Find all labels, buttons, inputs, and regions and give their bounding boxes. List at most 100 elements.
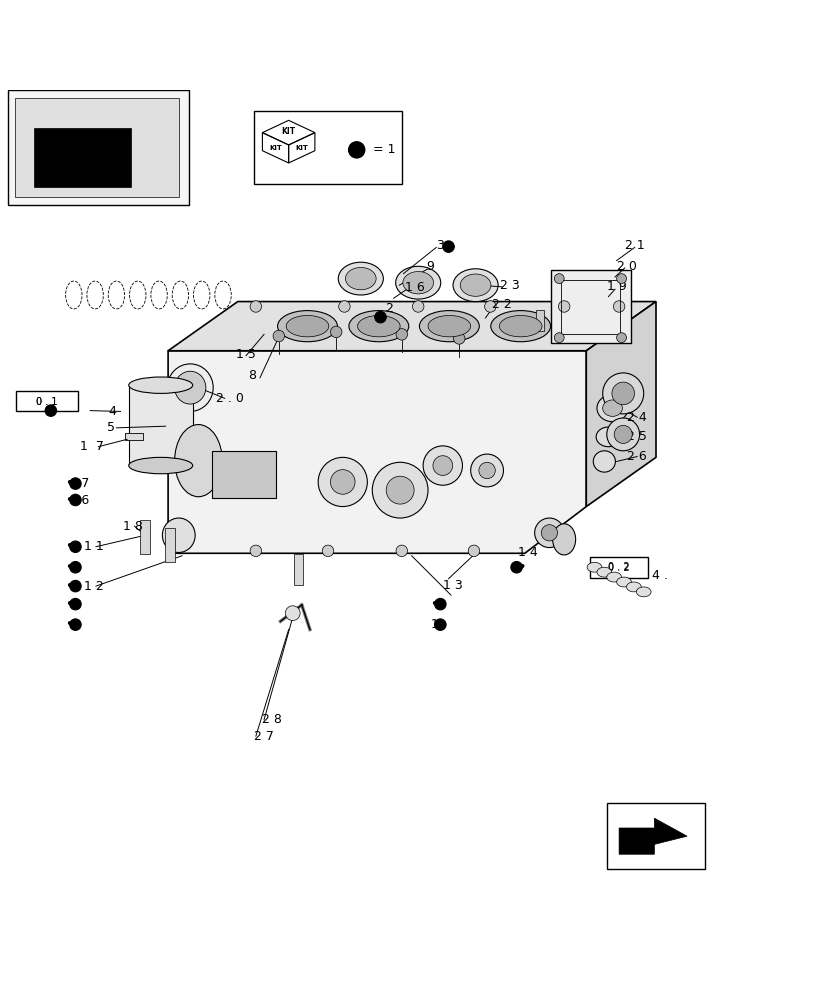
Circle shape [372,462,428,518]
Polygon shape [168,351,586,553]
Ellipse shape [602,400,622,416]
Circle shape [616,274,626,284]
Text: 2 2: 2 2 [491,298,511,311]
Circle shape [541,525,557,541]
Circle shape [558,301,569,312]
Circle shape [611,382,634,405]
Ellipse shape [167,364,213,411]
Circle shape [396,329,407,340]
Text: •: • [66,598,73,611]
Circle shape [616,333,626,343]
Ellipse shape [337,262,383,295]
Circle shape [432,456,452,475]
Ellipse shape [499,316,541,337]
Text: •: • [66,618,73,631]
Circle shape [554,333,563,343]
Text: 4: 4 [108,405,116,418]
Ellipse shape [552,524,575,555]
Circle shape [453,333,464,344]
Ellipse shape [452,269,498,302]
Bar [124,433,143,440]
Circle shape [70,619,81,630]
Ellipse shape [345,267,376,290]
Ellipse shape [595,427,620,447]
Text: 2 . 0: 2 . 0 [216,392,244,405]
Circle shape [534,518,563,548]
Circle shape [70,494,81,506]
Ellipse shape [174,425,222,497]
Ellipse shape [357,316,400,337]
Circle shape [338,301,350,312]
Ellipse shape [636,587,650,597]
Text: 0 . 1: 0 . 1 [36,397,57,407]
Circle shape [318,457,367,507]
Ellipse shape [596,395,627,422]
Ellipse shape [459,274,491,296]
Text: •: • [66,580,73,593]
Ellipse shape [162,518,195,552]
Text: 1 3: 1 3 [442,579,462,592]
Circle shape [322,545,333,557]
Text: KIT: KIT [281,127,296,136]
Circle shape [70,598,81,610]
Ellipse shape [586,562,601,572]
Bar [211,451,275,498]
Text: 2 7: 2 7 [254,730,274,743]
Bar [140,520,150,554]
Text: 1 6: 1 6 [405,281,424,294]
Text: 2 6: 2 6 [627,450,646,463]
Text: 0 . 2: 0 . 2 [608,563,629,573]
Circle shape [470,454,503,487]
Text: 2 4: 2 4 [627,411,646,424]
Ellipse shape [87,281,103,309]
Polygon shape [168,302,655,351]
Text: 1  7: 1 7 [79,440,103,453]
Ellipse shape [66,281,82,309]
Text: 4 .: 4 . [651,569,667,582]
Bar [8,90,188,205]
Text: •: • [518,561,525,574]
Ellipse shape [277,311,337,342]
Circle shape [613,301,624,312]
Bar [293,554,303,585]
Circle shape [484,301,495,312]
Bar [129,385,192,466]
Bar [560,280,619,334]
Text: 1 8: 1 8 [123,520,143,533]
Bar [590,557,647,578]
Circle shape [606,418,639,451]
Polygon shape [618,818,686,854]
Circle shape [412,301,423,312]
Circle shape [442,241,454,252]
Text: •: • [66,540,73,553]
Ellipse shape [286,316,328,337]
Ellipse shape [626,582,640,592]
Bar [165,528,174,562]
Bar [550,270,631,343]
Circle shape [70,541,81,552]
Circle shape [554,274,563,284]
Circle shape [250,545,261,557]
Circle shape [386,476,414,504]
Text: = 1: = 1 [373,143,395,156]
Bar [606,803,704,869]
Ellipse shape [129,377,192,393]
Text: 9: 9 [426,260,434,273]
Ellipse shape [151,281,167,309]
Circle shape [396,545,407,557]
Ellipse shape [402,272,433,294]
Circle shape [434,598,446,610]
Ellipse shape [490,311,550,342]
Ellipse shape [419,311,478,342]
Circle shape [478,462,495,479]
Circle shape [330,326,342,338]
Text: 5: 5 [106,421,115,434]
Ellipse shape [349,311,409,342]
Circle shape [510,562,522,573]
Ellipse shape [129,457,192,474]
Bar [15,98,179,197]
Text: 2 8: 2 8 [262,713,282,726]
Text: 2 5: 2 5 [627,430,646,443]
Circle shape [273,330,284,342]
Circle shape [613,425,631,443]
